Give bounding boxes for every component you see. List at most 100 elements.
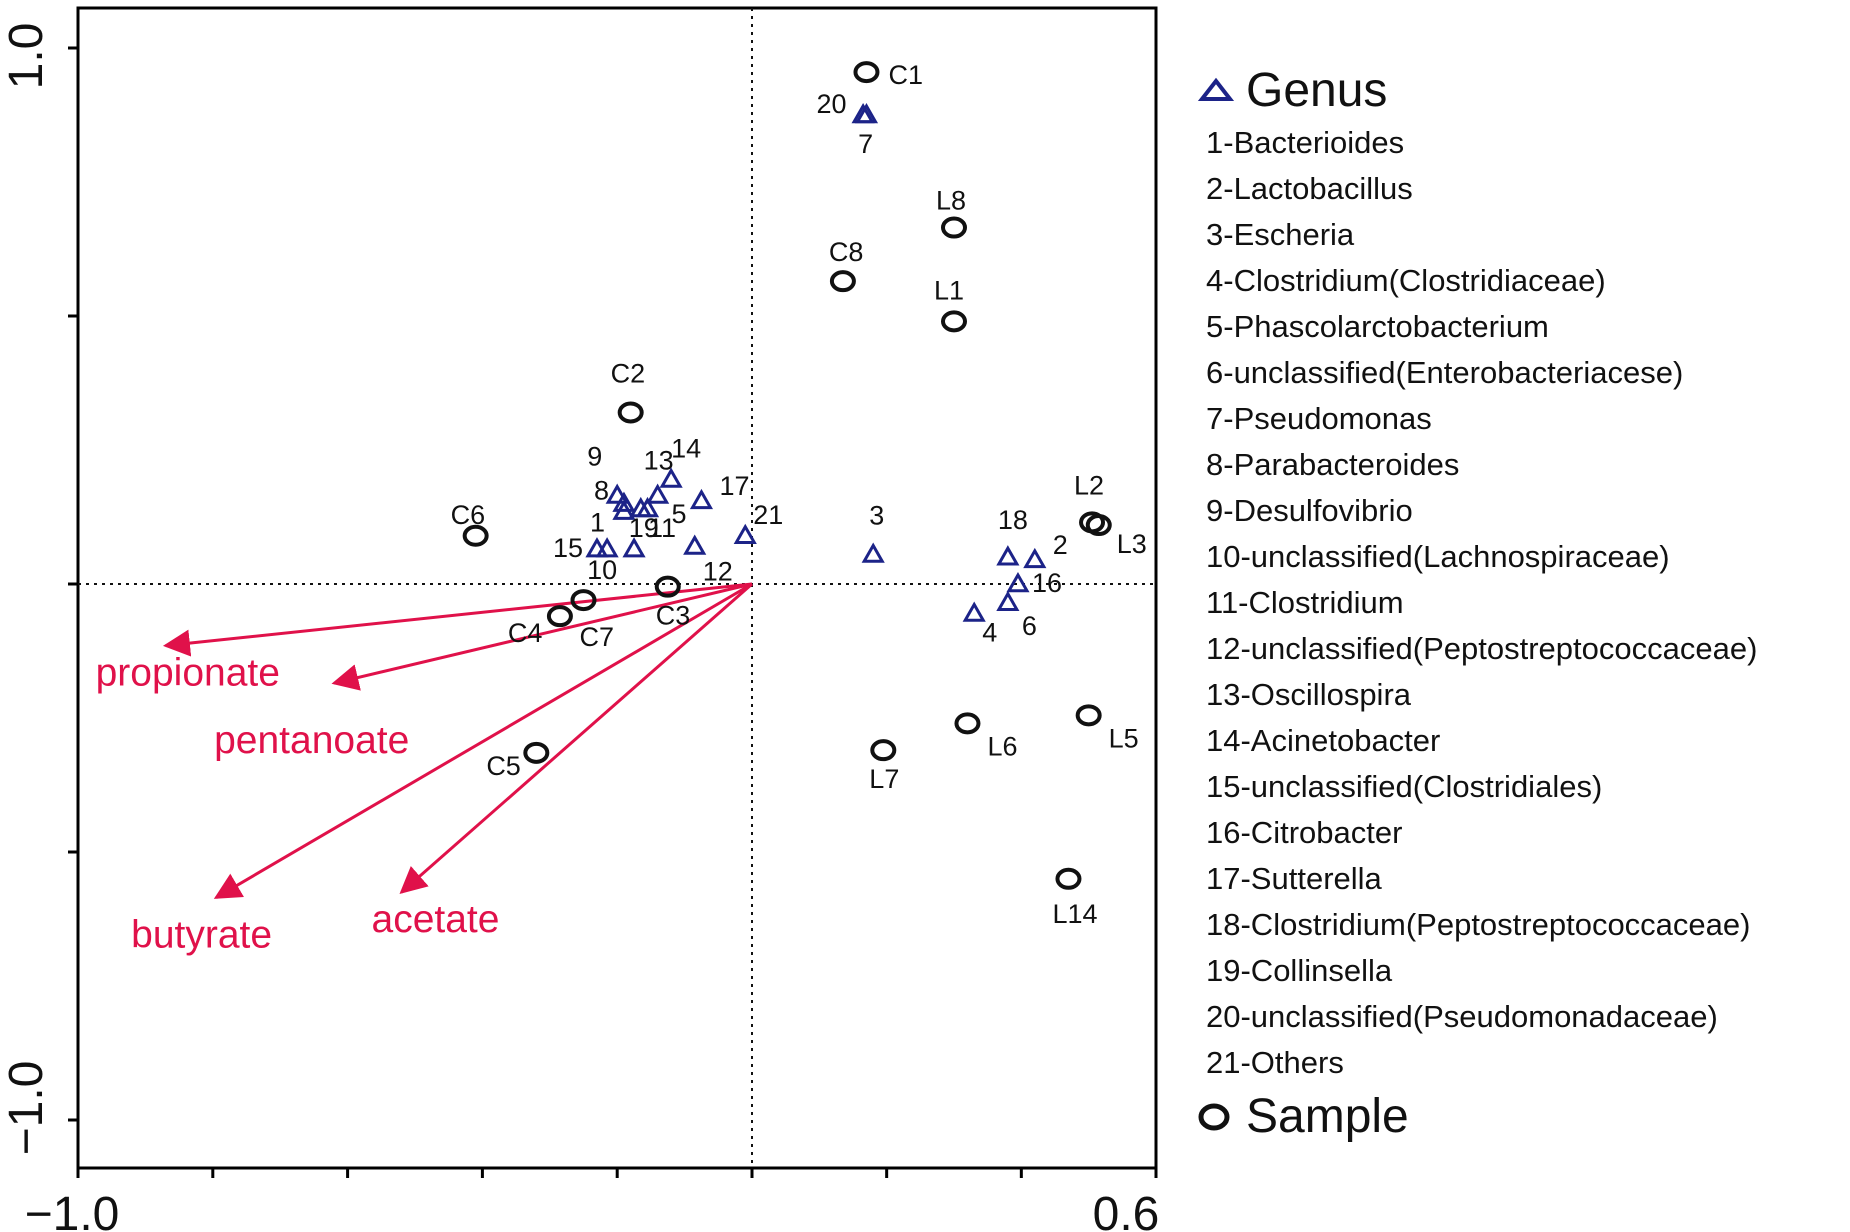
plot-frame	[76, 6, 1158, 1170]
sample-label: L7	[869, 764, 899, 794]
legend-item: 13-Oscillospira	[1206, 677, 1412, 712]
genus-label: 8	[594, 476, 609, 506]
sample-point	[853, 61, 880, 84]
sample-label: C4	[508, 618, 543, 648]
sample-point	[523, 741, 550, 764]
sample-point	[654, 575, 681, 598]
vector-arrow	[213, 582, 753, 899]
sample-label: C7	[580, 622, 615, 652]
legend-item: 6-unclassified(Enterobacteriacese)	[1206, 355, 1684, 390]
vector-arrow	[331, 582, 753, 691]
genus-label: 20	[816, 89, 846, 119]
genus-label: 17	[719, 471, 749, 501]
genus-point	[689, 488, 714, 510]
sample-point	[1075, 704, 1102, 727]
genus-point	[605, 483, 629, 504]
y-tick-label: −1.0	[0, 1061, 53, 1156]
sample-label: L8	[936, 186, 966, 216]
vector-label: pentanoate	[214, 719, 409, 762]
genus-label: 14	[671, 433, 701, 463]
y-tick-label: 1.0	[0, 23, 53, 90]
vector-label: acetate	[372, 898, 500, 941]
genus-label: 16	[1032, 568, 1062, 598]
sample-point	[1085, 514, 1112, 537]
sample-label: C3	[656, 601, 691, 631]
legend-item: 9-Desulfovibrio	[1206, 493, 1413, 528]
ordination-plot: −1.0 0.6 1.0 −1.0 propionate pentanoate butyra…	[0, 6, 1159, 1232]
sample-point	[546, 605, 573, 628]
genus-label: 11	[648, 513, 676, 543]
sample-label: C6	[451, 500, 486, 530]
genus-point	[646, 483, 670, 504]
sample-label: L3	[1117, 529, 1147, 559]
legend-item: 16-Citrobacter	[1206, 815, 1403, 850]
genus-point	[861, 542, 885, 563]
genus-point	[854, 102, 879, 124]
genus-label: 1	[590, 508, 605, 538]
sample-label: C2	[611, 358, 646, 388]
sample-label: L5	[1109, 723, 1139, 753]
legend-item: 18-Clostridium(Peptostreptococcaceae)	[1206, 907, 1751, 942]
genus-label: 19	[629, 513, 659, 543]
genus-label: 18	[998, 505, 1028, 535]
legend-item: 5-Phascolarctobacterium	[1206, 309, 1549, 344]
legend-sample-header: Sample	[1196, 1086, 1846, 1146]
genus-label: 4	[982, 617, 997, 647]
sample-label: L14	[1052, 899, 1097, 929]
sample-label: L6	[987, 731, 1017, 761]
genus-label: 21	[753, 500, 783, 530]
genus-label: 2	[1053, 530, 1068, 560]
sample-point	[954, 712, 981, 735]
genus-point	[629, 496, 653, 518]
sample-label: C1	[888, 60, 923, 90]
legend: Genus 1-Bacterioides 2-Lactobacillus 3-Esc…	[1196, 60, 1846, 1146]
genus-point	[996, 590, 1020, 612]
genus-point	[733, 523, 757, 545]
genus-point	[683, 534, 707, 555]
legend-sample-title: Sample	[1246, 1089, 1409, 1143]
legend-item: 15-unclassified(Clostridiales)	[1206, 769, 1603, 804]
sample-point	[462, 524, 489, 547]
sample-label: L2	[1074, 470, 1104, 500]
genus-point	[1006, 571, 1030, 593]
ellipse-icon	[1198, 1103, 1230, 1131]
legend-item: 1-Bacterioides	[1206, 125, 1405, 160]
legend-item: 21-Others	[1206, 1045, 1344, 1080]
legend-item: 10-unclassified(Lachnospiraceae)	[1206, 539, 1670, 574]
genus-point	[585, 537, 609, 558]
x-tick-label: −1.0	[25, 1188, 120, 1232]
legend-item: 20-unclassified(Pseudomonadaceae)	[1206, 999, 1718, 1034]
sample-point	[941, 216, 967, 239]
sample-label: L1	[934, 275, 964, 305]
genus-point	[996, 545, 1020, 566]
legend-item: 4-Clostridium(Clostridiaceae)	[1206, 263, 1606, 298]
sample-point	[941, 310, 967, 333]
legend-item: 8-Parabacteroides	[1206, 447, 1460, 482]
vector-arrow	[399, 582, 753, 894]
sample-point	[617, 401, 644, 424]
genus-point	[1023, 547, 1047, 569]
genus-point	[659, 467, 683, 488]
legend-item: 12-unclassified(Peptostreptococcaceae)	[1206, 631, 1758, 666]
genus-point	[622, 537, 646, 558]
legend-item: 3-Escheria	[1206, 217, 1355, 252]
legend-genus-header: Genus	[1196, 60, 1846, 120]
legend-genus-list: 1-Bacterioides 2-Lactobacillus 3-Escheria 4…	[1196, 120, 1846, 1086]
genus-label: 3	[869, 501, 884, 531]
genus-label: 13	[644, 446, 674, 476]
vector-label: butyrate	[131, 914, 272, 957]
sample-label: C8	[829, 237, 864, 267]
legend-genus-title: Genus	[1246, 63, 1388, 117]
vector-label: propionate	[96, 652, 280, 695]
genus-label: 10	[587, 555, 617, 585]
genus-point	[962, 601, 986, 622]
legend-item: 7-Pseudomonas	[1206, 401, 1432, 436]
genus-label: 7	[858, 129, 873, 159]
genus-label: 5	[672, 499, 687, 529]
legend-item: 19-Collinsella	[1206, 953, 1393, 988]
genus-label: 12	[703, 556, 733, 586]
sample-point	[570, 589, 597, 612]
genus-label: 9	[587, 442, 602, 472]
genus-label: 6	[1022, 611, 1037, 641]
legend-item: 11-Clostridium	[1206, 585, 1404, 620]
